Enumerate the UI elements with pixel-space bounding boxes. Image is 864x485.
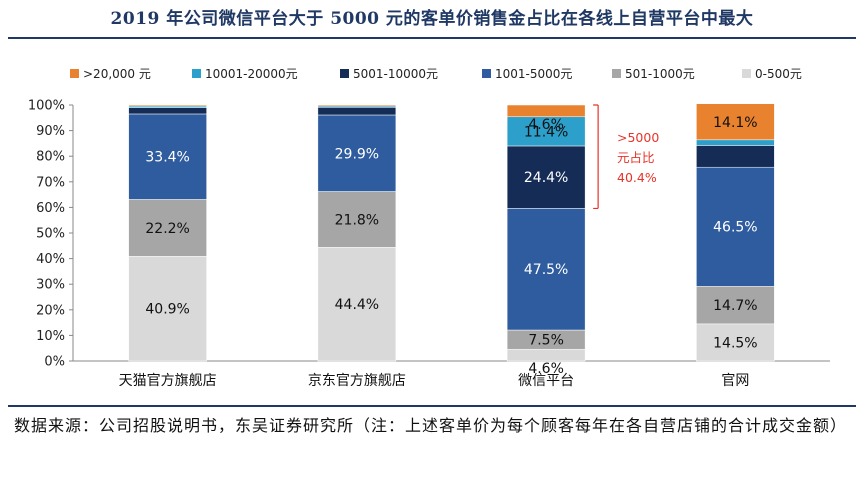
legend-label: >20,000 元 — [83, 67, 151, 81]
bar-segment — [696, 139, 775, 146]
bar-segment — [317, 191, 397, 248]
legend-label: 501-1000元 — [625, 67, 695, 81]
bar-segment — [128, 113, 207, 200]
annotation-line-2: 元占比 — [617, 150, 655, 165]
y-tick-label: 10% — [36, 329, 65, 344]
y-tick-label: 30% — [36, 278, 65, 293]
bar-segment — [128, 199, 207, 257]
data-label: 14.1% — [713, 115, 757, 131]
bar-segment — [506, 116, 586, 147]
data-label: 14.7% — [713, 298, 757, 314]
bar-segment — [696, 323, 775, 362]
data-label: 21.8% — [335, 212, 379, 228]
bar-segment — [696, 103, 775, 141]
chart-title: 2019 年公司微信平台大于 5000 元的客单价销售金占比在各线上自营平台中最… — [110, 9, 754, 29]
legend-label: 5001-10000元 — [353, 67, 438, 81]
y-tick-label: 70% — [36, 175, 65, 190]
data-label: 40.9% — [145, 302, 189, 318]
source-note: 数据来源：公司招股说明书，东吴证券研究所（注：上述客单价为每个顾客每年在各自营店… — [14, 416, 848, 435]
data-label: 22.2% — [145, 221, 189, 237]
bar-segment — [317, 247, 397, 362]
x-tick-label: 官网 — [721, 373, 749, 389]
y-tick-label: 80% — [36, 150, 65, 165]
bar-segment — [696, 285, 775, 325]
bar-segment — [128, 107, 207, 115]
y-tick-label: 0% — [44, 355, 65, 370]
data-label: 7.5% — [528, 333, 564, 349]
annotation-line-3: 40.4% — [617, 170, 657, 185]
y-tick-label: 40% — [36, 252, 65, 267]
data-label: 29.9% — [335, 146, 379, 162]
legend-label: 10001-20000元 — [205, 67, 298, 81]
data-label: 4.6% — [528, 361, 564, 377]
legend-label: 1001-5000元 — [495, 67, 572, 81]
data-label: 24.4% — [524, 170, 568, 186]
bar-segment — [128, 256, 207, 362]
legend-swatch — [612, 69, 621, 78]
gt5000-annotation: >5000 元占比 40.4% — [617, 128, 659, 188]
y-tick-label: 90% — [36, 124, 65, 139]
data-label: 11.4% — [524, 124, 568, 140]
data-label: 47.5% — [524, 262, 568, 278]
bar-segment — [696, 145, 775, 168]
title-divider — [8, 37, 856, 39]
legend-swatch — [70, 69, 79, 78]
data-label: 4.6% — [528, 117, 564, 133]
x-tick-label: 京东官方旗舰店 — [308, 373, 406, 389]
y-tick-label: 100% — [28, 99, 65, 114]
stacked-bar-chart: >20,000 元 10001-20000元 5001-10000元 1001-500… — [28, 67, 830, 389]
bar-segment — [317, 104, 397, 107]
annotation-bracket — [593, 104, 599, 210]
y-tick-label: 50% — [36, 227, 65, 242]
bar-segment — [506, 208, 586, 331]
x-tick-label: 天猫官方旗舰店 — [119, 373, 217, 389]
data-label: 14.5% — [713, 335, 757, 351]
y-tick-label: 20% — [36, 303, 65, 318]
data-label: 46.5% — [713, 220, 757, 236]
annotation-line-1: >5000 — [617, 130, 660, 145]
bar-segment — [506, 145, 586, 209]
legend-label: 0-500元 — [755, 67, 802, 81]
bar-segment — [317, 107, 397, 116]
bar-segment — [128, 104, 207, 107]
bar-segment — [317, 114, 397, 192]
y-tick-label: 60% — [36, 201, 65, 216]
bar-segment — [696, 166, 775, 287]
legend-swatch — [192, 69, 201, 78]
bar-segment — [506, 348, 586, 362]
data-label: 44.4% — [335, 297, 379, 313]
legend-swatch — [482, 69, 491, 78]
legend-swatch — [742, 69, 751, 78]
x-tick-label: 微信平台 — [518, 373, 574, 389]
legend-swatch — [340, 69, 349, 78]
bar-segment — [506, 104, 586, 118]
source-divider — [8, 405, 856, 407]
data-label: 33.4% — [145, 150, 189, 166]
